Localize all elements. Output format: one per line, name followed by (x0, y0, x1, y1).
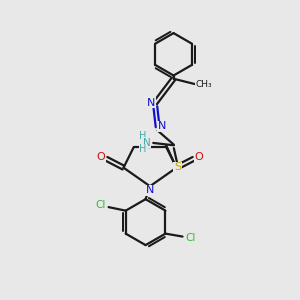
Text: S: S (174, 162, 181, 172)
Text: CH₃: CH₃ (195, 80, 212, 88)
Text: Cl: Cl (186, 233, 196, 243)
Text: N: N (158, 122, 166, 131)
Text: H: H (139, 131, 147, 142)
Text: H: H (139, 144, 147, 154)
Text: Cl: Cl (95, 200, 106, 210)
Text: O: O (194, 152, 203, 162)
Text: N: N (146, 185, 154, 195)
Text: N: N (147, 98, 155, 108)
Text: O: O (97, 152, 106, 162)
Text: N: N (143, 138, 151, 148)
